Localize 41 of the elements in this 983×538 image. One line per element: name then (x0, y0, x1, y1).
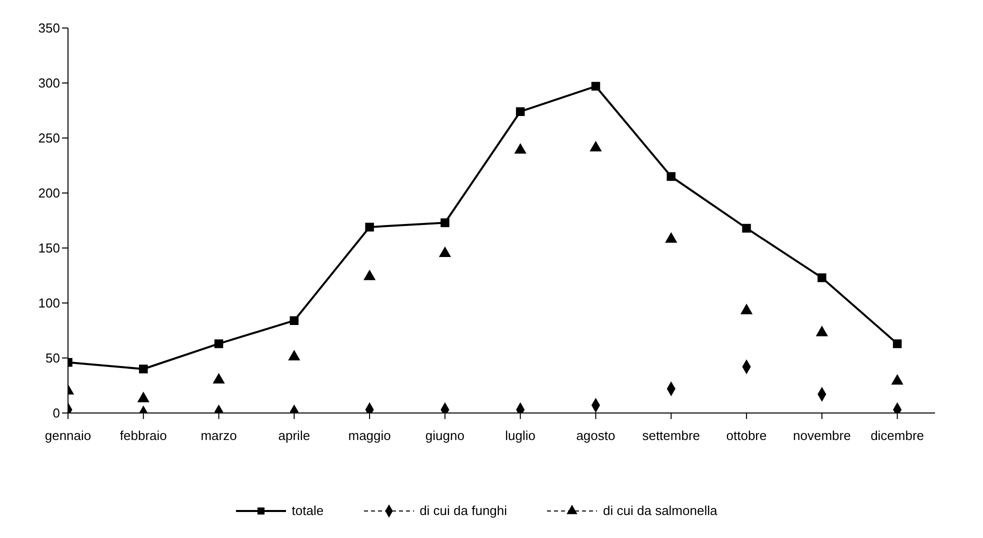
y-tick-label: 350 (38, 20, 60, 36)
legend-label: di cui da salmonella (603, 503, 718, 518)
x-tick-label: settembre (642, 428, 700, 444)
legend-label: totale (292, 503, 324, 518)
y-tick-label: 200 (38, 186, 60, 201)
y-tick-label: 300 (38, 76, 60, 91)
x-tick-label: novembre (793, 428, 851, 444)
x-tick-label: agosto (576, 428, 616, 444)
x-tick-label: luglio (505, 428, 536, 444)
point (516, 107, 525, 116)
point (440, 218, 450, 228)
y-tick-label: 50 (46, 350, 60, 366)
point (740, 304, 753, 314)
point (290, 316, 299, 325)
x-tick-label: ottobre (726, 428, 767, 444)
point (891, 374, 904, 385)
point (288, 350, 300, 360)
point (438, 246, 452, 258)
point (591, 82, 600, 91)
x-tick-label: maggio (348, 428, 391, 444)
x-tick-label: giugno (425, 428, 464, 444)
point (212, 372, 225, 384)
y-tick-label: 250 (38, 130, 60, 146)
point (363, 270, 376, 280)
point (365, 222, 374, 232)
x-tick-label: febbraio (120, 428, 167, 444)
y-tick-label: 0 (52, 406, 60, 421)
x-tick-label: gennaio (44, 428, 92, 444)
point (816, 326, 828, 336)
point (665, 232, 678, 243)
point (514, 143, 526, 154)
y-tick-label: 100 (38, 296, 60, 311)
x-tick-label: aprile (278, 428, 310, 444)
point (742, 224, 751, 233)
point (137, 392, 150, 402)
y-tick-label: 150 (38, 240, 60, 256)
legend-label: di cui da funghi (420, 503, 508, 518)
x-tick-label: marzo (200, 428, 237, 444)
point (666, 172, 676, 181)
x-tick-label: dicembre (870, 428, 924, 444)
point (818, 273, 826, 282)
